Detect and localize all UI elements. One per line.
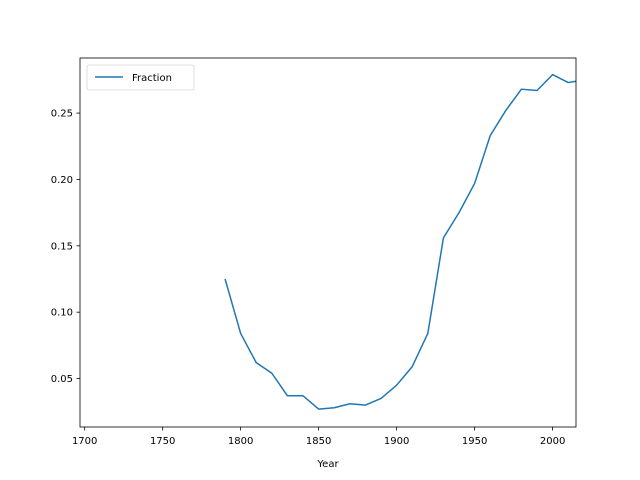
x-axis-ticks: 1700 1750 1800 1850 1900 1950 2000 (72, 427, 565, 447)
x-tick-label: 1700 (72, 436, 97, 447)
y-tick-label: 0.10 (51, 308, 73, 319)
legend-box (86, 64, 195, 91)
x-tick-label: 2000 (540, 436, 565, 447)
plot-frame (79, 57, 577, 428)
x-tick-label: 1850 (306, 436, 331, 447)
plot-area (80, 58, 576, 427)
y-tick-label: 0.25 (51, 109, 73, 120)
series-line-fraction (224, 73, 577, 410)
y-tick-label: 0.05 (51, 374, 73, 385)
x-axis-label: Year (316, 459, 339, 470)
y-tick-label: 0.20 (51, 175, 73, 186)
x-tick-label: 1900 (384, 436, 409, 447)
y-axis-ticks: 0.05 0.10 0.15 0.20 0.25 (51, 109, 80, 385)
series-layer (224, 73, 577, 410)
y-tick-label: 0.15 (51, 241, 73, 252)
x-tick-label: 1800 (228, 436, 253, 447)
legend: Fraction (86, 64, 195, 91)
legend-label: Fraction (132, 73, 172, 84)
x-tick-label: 1750 (150, 436, 175, 447)
x-tick-label: 1950 (462, 436, 487, 447)
